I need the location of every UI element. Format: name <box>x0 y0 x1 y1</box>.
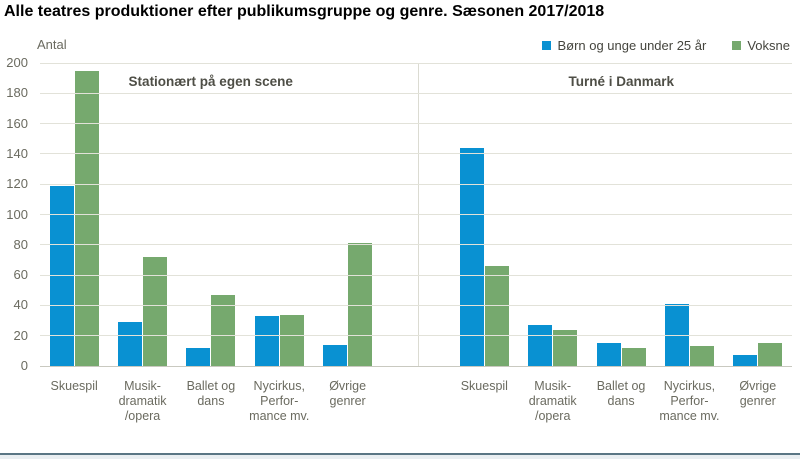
bar-adults <box>211 294 236 366</box>
x-axis-label-line: /opera <box>534 409 571 423</box>
x-axis-label-spacer <box>382 379 450 424</box>
y-tick-label-0: 0 <box>20 358 28 373</box>
x-axis-label-line: dramatik <box>528 394 577 408</box>
gridline-200 <box>40 62 792 64</box>
x-axis-label: Ballet og dans <box>177 379 245 424</box>
bar-group-nycirkus-performance-mv- <box>245 63 313 366</box>
bar-adults <box>484 266 509 366</box>
x-axis-label-line: mance mv. <box>659 409 720 423</box>
x-axis-label-line: Musik- <box>534 379 572 393</box>
gridline-40 <box>40 304 792 306</box>
bar-adults <box>74 70 99 366</box>
page-title: Alle teatres produktioner efter publikum… <box>4 3 605 20</box>
x-axis-label: Skuespil <box>450 379 518 424</box>
y-tick-label-140: 140 <box>6 145 28 161</box>
x-axis-label: Nycirkus, Perfor-mance mv. <box>655 379 723 424</box>
x-axis-label: Nycirkus, Perfor-mance mv. <box>245 379 313 424</box>
gridline-80 <box>40 244 792 246</box>
bar-adults <box>621 347 646 366</box>
x-axis-label-line: /opera <box>124 409 161 423</box>
x-axis-label: Øvrige genrer <box>724 379 792 424</box>
legend-label-children: Børn og unge under 25 år <box>557 38 707 53</box>
bar-children <box>528 325 553 366</box>
x-axis-label-line: Nycirkus, <box>253 379 305 393</box>
x-axis-label-line: Skuespil <box>460 379 508 393</box>
bar-group-nycirkus-performance-mv- <box>655 63 723 366</box>
x-axis-label-line: Perfor- <box>670 394 709 408</box>
bar-adults <box>279 314 304 366</box>
y-tick-label-100: 100 <box>6 206 28 222</box>
x-axis-label: Ballet og dans <box>587 379 655 424</box>
x-axis-label: Musik-dramatik/opera <box>108 379 176 424</box>
legend-swatch-green <box>732 41 742 50</box>
legend-label-adults: Voksne <box>747 38 790 53</box>
bar-adults <box>689 346 714 366</box>
legend-swatch-blue <box>542 41 552 50</box>
x-axis-label-line: dans <box>197 394 225 408</box>
bar-children <box>596 343 621 366</box>
x-axis-label: Musik-dramatik/opera <box>519 379 587 424</box>
bar-adults <box>758 343 783 366</box>
bar-children <box>49 185 74 366</box>
x-axis-label-line: mance mv. <box>249 409 310 423</box>
bar-adults <box>348 243 373 366</box>
bar-children <box>664 303 689 366</box>
gridline-160 <box>40 123 792 125</box>
bar-children <box>323 344 348 366</box>
bar-group-ballet-og-dans <box>587 63 655 366</box>
plot-area: Stationært på egen scene Turné i Danmark <box>40 62 792 367</box>
x-axis-labels: Skuespil Musik-dramatik/opera Ballet og dan… <box>40 379 792 424</box>
legend: Børn og unge under 25 år Voksne <box>542 38 790 53</box>
gridline-60 <box>40 274 792 276</box>
x-axis-label-line: Perfor- <box>260 394 299 408</box>
x-axis-label-line: Øvrige <box>739 379 777 393</box>
bar-adults <box>143 256 168 366</box>
y-tick-label-40: 40 <box>13 297 28 313</box>
gridline-100 <box>40 214 792 215</box>
gridline-120 <box>40 183 792 185</box>
footer-bar <box>0 453 800 459</box>
x-axis-label-line: Ballet og <box>186 379 236 393</box>
x-axis-label-line: Øvrige <box>329 379 367 393</box>
bar-children <box>733 355 758 366</box>
x-axis-label-line: genrer <box>329 394 366 408</box>
x-axis-label-line: dramatik <box>118 394 167 408</box>
gridline-140 <box>40 153 792 155</box>
bar-children <box>254 316 279 366</box>
x-axis-label-line: Nycirkus, <box>663 379 716 393</box>
x-axis-label-line: Skuespil <box>50 379 98 393</box>
x-axis-label-line: Musik- <box>124 379 161 393</box>
y-axis-title: Antal <box>37 37 67 52</box>
x-axis-label-line: Ballet og <box>596 379 646 393</box>
x-axis-label-line: dans <box>607 394 635 408</box>
gridline-0 <box>40 365 792 367</box>
x-axis-label-line: genrer <box>739 394 776 408</box>
bar-children <box>186 347 211 366</box>
gridline-180 <box>40 92 792 94</box>
y-tick-label-60: 60 <box>13 267 28 283</box>
y-axis-tick-labels: 0 20 40 60 80 100 120 140 160 180 200 <box>0 55 30 373</box>
x-axis-label: Øvrige genrer <box>313 379 381 424</box>
x-axis-label: Skuespil <box>40 379 108 424</box>
y-tick-label-160: 160 <box>6 115 28 131</box>
bar-group--vrige-genrer <box>724 63 792 366</box>
bar-group-ballet-og-dans <box>177 63 245 366</box>
panel-header-touring: Turné i Danmark <box>568 74 675 89</box>
y-tick-label-180: 180 <box>6 85 28 101</box>
bar-children <box>459 147 484 366</box>
legend-item-adults: Voksne <box>732 38 790 53</box>
y-tick-label-80: 80 <box>13 236 28 252</box>
panel-header-stationary: Stationært på egen scene <box>128 74 293 89</box>
gridline-20 <box>40 335 792 337</box>
y-tick-label-20: 20 <box>13 327 28 343</box>
bar-group--vrige-genrer <box>313 63 381 366</box>
bar-children <box>118 322 143 366</box>
y-tick-label-120: 120 <box>6 176 28 192</box>
y-tick-label-200: 200 <box>6 55 28 70</box>
legend-item-children: Børn og unge under 25 år <box>542 38 706 53</box>
